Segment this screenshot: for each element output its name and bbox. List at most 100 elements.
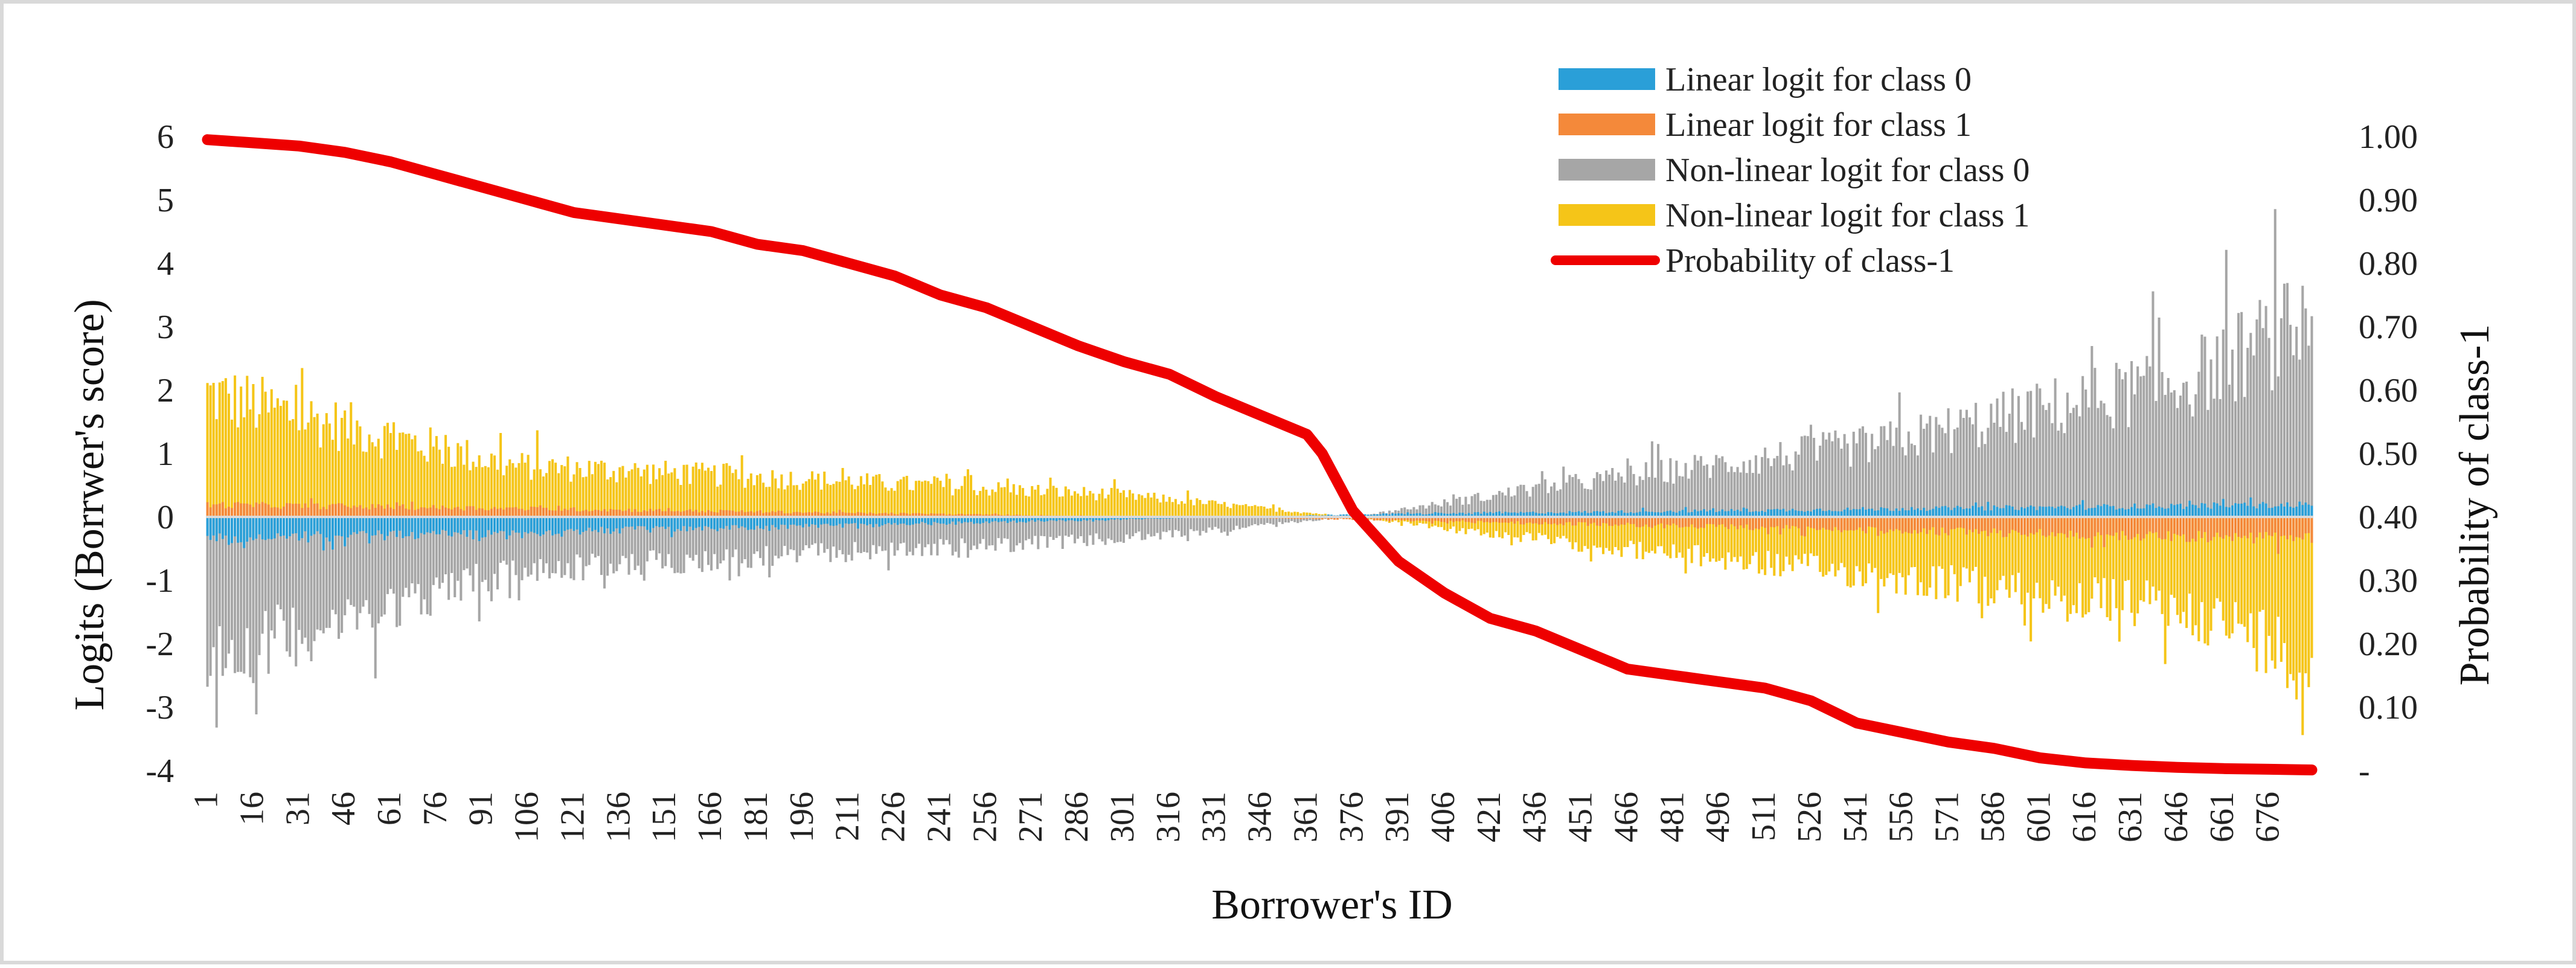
bar (1969, 517, 1971, 530)
bar (2301, 517, 2304, 539)
bar (2161, 508, 2164, 517)
bar (667, 508, 670, 517)
bar (1126, 497, 1128, 517)
bar (2206, 517, 2209, 542)
bar (1636, 517, 1638, 527)
bar (542, 517, 545, 534)
bar (2237, 313, 2240, 517)
bar (335, 517, 337, 536)
bar (258, 504, 260, 517)
bar (2133, 504, 2136, 517)
bar (624, 517, 627, 527)
bar (1975, 502, 1977, 517)
bar (1217, 504, 1220, 517)
bar (1202, 517, 1204, 531)
bar (2158, 507, 2161, 517)
bar (420, 507, 423, 517)
bar (2210, 517, 2212, 540)
bar (207, 383, 209, 517)
bar (2307, 517, 2310, 687)
bar (823, 472, 825, 517)
bar (1944, 433, 1946, 517)
bar (2200, 335, 2203, 517)
bar (1938, 517, 1940, 536)
bar (423, 507, 426, 517)
bar (2002, 392, 2005, 517)
bar (600, 461, 603, 517)
bar (249, 517, 251, 677)
bar (2271, 390, 2273, 517)
bar (2151, 504, 2154, 517)
bar (1767, 458, 1769, 517)
bar (420, 517, 423, 533)
bar (1874, 517, 1876, 528)
bar (2142, 517, 2145, 539)
bar (2173, 505, 2176, 517)
bar (2100, 506, 2102, 517)
bar (1150, 498, 1152, 517)
bar (356, 507, 358, 517)
bar (557, 517, 560, 534)
bar (2011, 517, 2014, 530)
bar (213, 504, 215, 517)
bar (432, 505, 435, 517)
bar (1727, 472, 1729, 517)
bar (1923, 508, 1925, 517)
bar (249, 505, 251, 517)
y-tick-label: 1 (157, 435, 174, 473)
bar (310, 498, 312, 517)
bar (2280, 504, 2283, 517)
bar (1853, 432, 1855, 517)
bar (2167, 517, 2170, 531)
bar (332, 517, 334, 550)
bar (2139, 517, 2142, 540)
bar (2304, 517, 2307, 533)
bar (1956, 517, 1959, 528)
bar (967, 517, 969, 558)
bar (2033, 507, 2035, 517)
bar (2020, 517, 2023, 535)
bar (1953, 517, 1956, 529)
bar (460, 517, 462, 534)
bar (845, 480, 847, 517)
bar (689, 517, 691, 527)
bar (341, 418, 343, 517)
x-tick-label: 346 (1242, 792, 1279, 842)
bar (618, 467, 621, 517)
bar (994, 517, 996, 551)
bar (414, 517, 416, 539)
bar (1953, 508, 1956, 517)
bar (2225, 517, 2228, 535)
bar (1113, 479, 1116, 517)
bar (2002, 517, 2005, 537)
bar (1999, 508, 2002, 517)
x-tick-label: 391 (1379, 792, 1416, 842)
bar (774, 517, 777, 527)
bar (2121, 379, 2124, 517)
bar (1932, 452, 1934, 517)
x-tick-label: 121 (554, 792, 592, 842)
bar (878, 517, 880, 527)
bar (609, 517, 612, 534)
bar (982, 487, 984, 517)
bar (817, 473, 819, 517)
bar (1902, 447, 1904, 518)
bar (768, 517, 771, 531)
y2-tick-label: 0.10 (2359, 689, 2418, 726)
bar (1184, 517, 1186, 536)
bar (286, 401, 288, 517)
bar (225, 378, 227, 517)
bar (2304, 517, 2307, 673)
bar (1779, 442, 1781, 517)
bar (2185, 507, 2188, 517)
bar (386, 517, 389, 536)
bar (1740, 472, 1742, 517)
x-tick-label: 361 (1287, 792, 1324, 842)
bar (2252, 507, 2255, 517)
bar (441, 505, 444, 517)
bar (673, 468, 676, 517)
bar (854, 489, 856, 517)
bar (1700, 517, 1702, 528)
bar (1596, 517, 1598, 525)
